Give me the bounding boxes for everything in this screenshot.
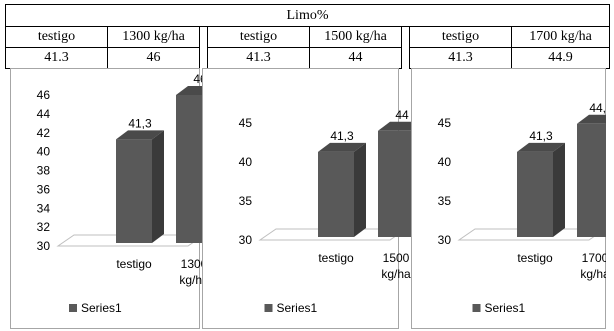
x-tick-label: kg/ha xyxy=(381,267,411,281)
chart-frame xyxy=(411,68,606,329)
legend-label: Series1 xyxy=(485,301,526,315)
chart-1: 30323436384042444641,3testigo461300kg/ha… xyxy=(10,68,224,329)
bar xyxy=(517,151,553,237)
y-tick-label: 30 xyxy=(239,233,253,247)
x-tick-label: kg/ha xyxy=(179,273,209,287)
bar-top xyxy=(577,114,606,124)
y-tick-label: 36 xyxy=(37,182,51,196)
y-tick-label: 38 xyxy=(37,164,51,178)
bar xyxy=(116,139,152,243)
x-tick-label: 1300 xyxy=(181,257,208,271)
bar xyxy=(577,123,606,237)
bar-side xyxy=(553,142,565,237)
legend-label: Series1 xyxy=(81,301,122,315)
data-label: 44,9 xyxy=(589,101,606,115)
y-tick-label: 30 xyxy=(37,239,51,253)
header-cell: testigo xyxy=(207,26,310,48)
y-tick-label: 35 xyxy=(239,194,253,208)
x-tick-label: 1700 xyxy=(582,251,606,265)
table-header-row: testigo 1300 kg/ha testigo 1500 kg/ha te… xyxy=(5,26,610,48)
data-label: 41,3 xyxy=(529,129,553,143)
bar-side xyxy=(152,130,164,243)
value-cell: 44 xyxy=(309,47,402,69)
bar xyxy=(318,151,354,237)
bar-side xyxy=(354,142,366,237)
value-cell: 44.9 xyxy=(511,47,610,69)
legend-swatch xyxy=(69,304,77,312)
y-tick-label: 42 xyxy=(37,126,51,140)
header-cell: testigo xyxy=(5,26,108,48)
chart-frame xyxy=(202,68,399,329)
y-tick-label: 30 xyxy=(438,233,452,247)
y-tick-label: 32 xyxy=(37,220,51,234)
header-cell: 1500 kg/ha xyxy=(309,26,402,48)
data-label: 41,3 xyxy=(128,116,152,130)
y-tick-label: 44 xyxy=(37,107,51,121)
x-tick-label: testigo xyxy=(517,251,553,265)
header-cell: testigo xyxy=(409,26,512,48)
x-tick-label: kg/ha xyxy=(580,267,606,281)
x-tick-label: testigo xyxy=(318,251,354,265)
bar-top xyxy=(517,142,565,152)
table-title: Limo% xyxy=(5,4,610,27)
data-label: 41,3 xyxy=(330,129,354,143)
chart-3: 30 35 40 45 41,3 testigo 44,9 1700 kg/ha Series1 xyxy=(411,68,606,329)
y-tick-label: 40 xyxy=(239,155,253,169)
y-tick-label: 40 xyxy=(37,145,51,159)
value-cell: 41.3 xyxy=(409,47,512,69)
value-cell: 41.3 xyxy=(5,47,108,69)
data-label: 44 xyxy=(395,108,409,122)
legend-label: Series1 xyxy=(277,301,318,315)
table-value-row: 41.3 46 41.3 44 41.3 44.9 xyxy=(5,47,610,69)
bar-top xyxy=(318,142,366,152)
value-cell: 46 xyxy=(107,47,200,69)
y-tick-label: 35 xyxy=(438,194,452,208)
bar xyxy=(378,130,414,237)
y-tick-label: 45 xyxy=(438,116,452,130)
header-cell: 1300 kg/ha xyxy=(107,26,200,48)
x-tick-label: 1500 xyxy=(383,251,410,265)
value-cell: 41.3 xyxy=(207,47,310,69)
y-tick-label: 46 xyxy=(37,88,51,102)
y-tick-label: 45 xyxy=(239,116,253,130)
data-table: Limo% testigo 1300 kg/ha testigo 1500 kg… xyxy=(5,4,610,69)
bar-top xyxy=(116,130,164,140)
chart-2: 30 35 40 45 41,3 testigo 44 1500 kg/ha Series1 xyxy=(202,68,426,329)
x-tick-label: testigo xyxy=(116,257,152,271)
y-tick-label: 40 xyxy=(438,155,452,169)
chart-panels: 30323436384042444641,3testigo461300kg/ha… xyxy=(10,68,606,329)
y-tick-label: 34 xyxy=(37,201,51,215)
legend-swatch xyxy=(472,304,481,312)
chart-frame xyxy=(10,68,200,329)
legend-swatch xyxy=(264,304,273,312)
header-cell: 1700 kg/ha xyxy=(511,26,610,48)
